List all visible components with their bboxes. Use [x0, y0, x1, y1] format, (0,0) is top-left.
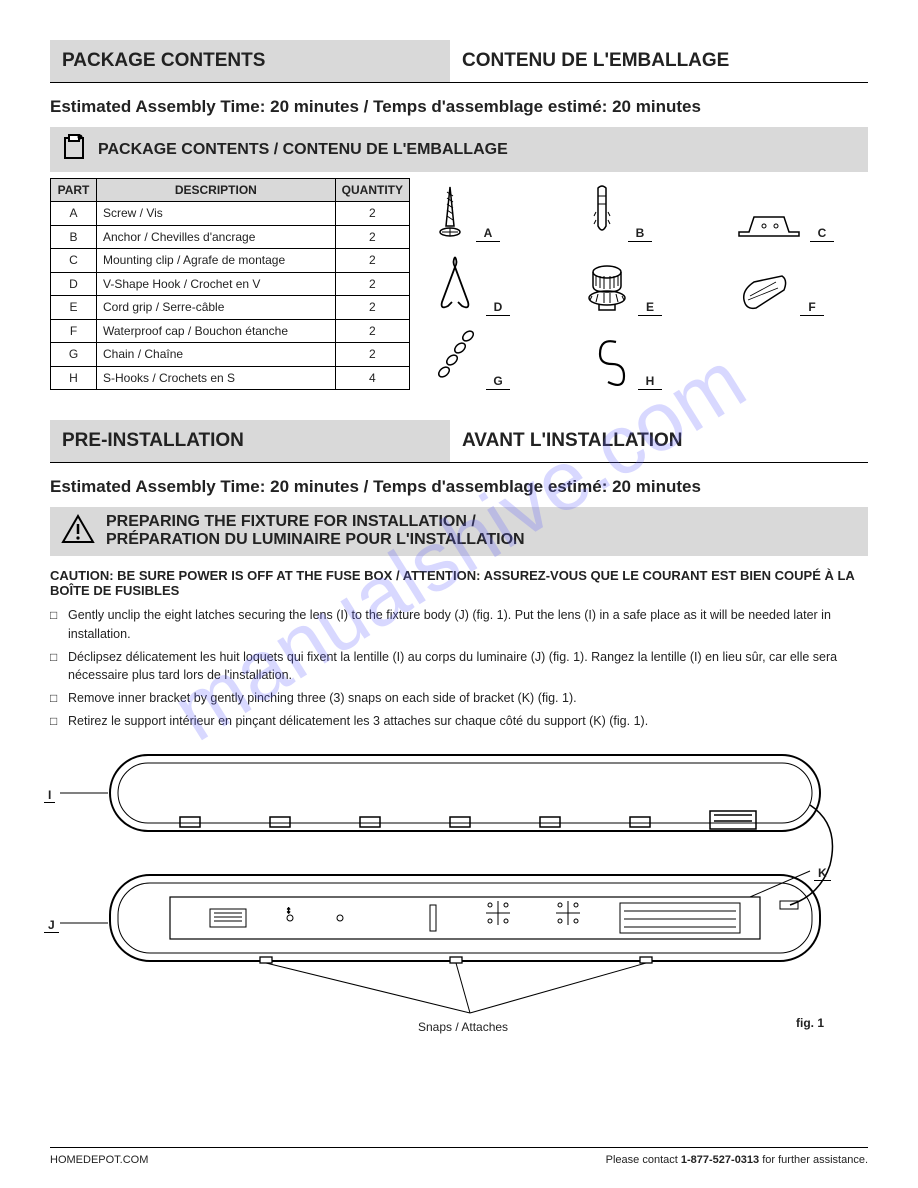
col-part: PART: [51, 179, 97, 202]
clip-icon: [734, 202, 804, 242]
preinstall-heading-left: PRE-INSTALLATION: [50, 420, 450, 462]
fig-number: fig. 1: [796, 1016, 824, 1030]
cordgrip-icon: [582, 260, 632, 316]
part-e-label: E: [638, 300, 662, 316]
table-row: HS-Hooks / Crochets en S4: [51, 366, 410, 390]
clipboard-icon: [60, 133, 90, 166]
instructions-list: Gently unclip the eight latches securing…: [50, 606, 868, 731]
part-b-label: B: [628, 226, 652, 242]
table-row: ECord grip / Serre-câble2: [51, 296, 410, 320]
fixture-diagram: ↕: [50, 745, 850, 1025]
package-bar: PACKAGE CONTENTS / CONTENU DE L'EMBALLAG…: [50, 127, 868, 172]
package-wrap: PART DESCRIPTION QUANTITY AScrew / Vis2 …: [50, 178, 868, 390]
col-qty: QUANTITY: [335, 179, 409, 202]
table-row: DV-Shape Hook / Crochet en V2: [51, 272, 410, 296]
part-clip: C: [734, 178, 868, 242]
part-d-label: D: [486, 300, 510, 316]
instructions-heading: CAUTION: BE SURE POWER IS OFF AT THE FUS…: [50, 568, 868, 598]
prepare-bar-line1: PREPARING THE FIXTURE FOR INSTALLATION /: [106, 513, 476, 530]
fig-j-label: J: [44, 918, 59, 933]
part-g-label: G: [486, 374, 510, 390]
fig-snaps-label: Snaps / Attaches: [418, 1020, 508, 1034]
prepare-bar: PREPARING THE FIXTURE FOR INSTALLATION /…: [50, 507, 868, 556]
table-row: BAnchor / Chevilles d'ancrage2: [51, 225, 410, 249]
part-c-label: C: [810, 226, 834, 242]
cap-icon: [734, 270, 794, 316]
parts-grid: A B C D: [430, 178, 868, 390]
table-row: AScrew / Vis2: [51, 202, 410, 226]
screw-icon: [430, 182, 470, 242]
shook-icon: [582, 334, 632, 390]
svg-text:↕: ↕: [286, 905, 291, 916]
table-row: GChain / Chaîne2: [51, 343, 410, 367]
part-a-label: A: [476, 226, 500, 242]
vhook-icon: [430, 252, 480, 316]
fig-k-label: K: [814, 866, 831, 881]
footer-right: Please contact 1-877-527-0313 for furthe…: [606, 1154, 868, 1166]
part-anchor: B: [582, 178, 716, 242]
part-vhook: D: [430, 252, 564, 316]
preinstall-heading: PRE-INSTALLATION AVANT L'INSTALLATION: [50, 420, 868, 463]
table-row: CMounting clip / Agrafe de montage2: [51, 249, 410, 273]
package-heading-right: CONTENU DE L'EMBALLAGE: [450, 40, 868, 82]
prepare-bar-line2: PRÉPARATION DU LUMINAIRE POUR L'INSTALLA…: [106, 531, 525, 548]
part-f-label: F: [800, 300, 824, 316]
parts-table: PART DESCRIPTION QUANTITY AScrew / Vis2 …: [50, 178, 410, 390]
list-item: Gently unclip the eight latches securing…: [50, 606, 868, 644]
list-item: Déclipsez délicatement les huit loquets …: [50, 648, 868, 686]
part-h-label: H: [638, 374, 662, 390]
part-cap: F: [734, 252, 868, 316]
preinstall-heading-right: AVANT L'INSTALLATION: [450, 420, 868, 462]
part-screw: A: [430, 178, 564, 242]
list-item: Remove inner bracket by gently pinching …: [50, 689, 868, 708]
package-heading-left: PACKAGE CONTENTS: [50, 40, 450, 82]
anchor-icon: [582, 182, 622, 242]
chain-icon: [430, 326, 480, 390]
footer: HOMEDEPOT.COM Please contact 1-877-527-0…: [50, 1147, 868, 1166]
col-desc: DESCRIPTION: [97, 179, 336, 202]
package-heading: PACKAGE CONTENTS CONTENU DE L'EMBALLAGE: [50, 40, 868, 83]
est-time-2: Estimated Assembly Time: 20 minutes / Te…: [50, 477, 868, 497]
warning-icon: [60, 513, 96, 550]
fig-i-label: I: [44, 788, 55, 803]
instructions-block: CAUTION: BE SURE POWER IS OFF AT THE FUS…: [50, 568, 868, 731]
figure-1: ↕: [50, 745, 868, 1030]
part-shook: H: [582, 326, 716, 390]
est-time: Estimated Assembly Time: 20 minutes / Te…: [50, 97, 868, 117]
part-chain: G: [430, 326, 564, 390]
footer-left: HOMEDEPOT.COM: [50, 1154, 148, 1166]
part-cordgrip: E: [582, 252, 716, 316]
table-row: FWaterproof cap / Bouchon étanche2: [51, 319, 410, 343]
package-bar-label: PACKAGE CONTENTS / CONTENU DE L'EMBALLAG…: [98, 141, 508, 159]
list-item: Retirez le support intérieur en pinçant …: [50, 712, 868, 731]
